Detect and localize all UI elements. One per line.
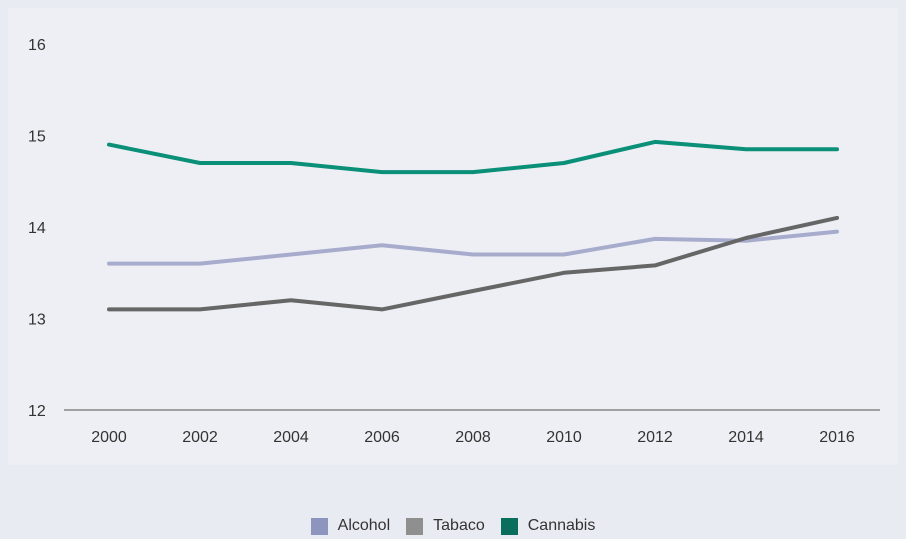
plot-panel: 12 13 14 15 16 2000 2002 2004 2006 2008 2010 2012 20… xyxy=(8,8,898,465)
y-tick-label: 14 xyxy=(28,220,46,237)
legend-item-alcohol: Alcohol xyxy=(310,517,391,535)
legend-swatch-alcohol xyxy=(310,517,328,535)
series-line-cannabis xyxy=(107,139,839,175)
x-tick-label: 2000 xyxy=(91,429,127,446)
x-tick-label: 2014 xyxy=(728,429,764,446)
y-tick-label: 13 xyxy=(28,312,46,329)
legend-item-tabaco: Tabaco xyxy=(406,517,485,535)
series-line-tabaco xyxy=(107,215,839,312)
y-tick-label: 15 xyxy=(28,129,46,146)
x-tick-label: 2010 xyxy=(546,429,582,446)
legend-swatch-cannabis xyxy=(500,517,518,535)
legend-item-cannabis: Cannabis xyxy=(500,517,596,535)
legend-label-alcohol: Alcohol xyxy=(337,517,391,534)
y-tick-label: 12 xyxy=(28,403,46,420)
x-tick-label: 2008 xyxy=(455,429,491,446)
legend-label-cannabis: Cannabis xyxy=(527,517,596,534)
legend-label-tabaco: Tabaco xyxy=(433,517,485,534)
x-tick-label: 2016 xyxy=(819,429,855,446)
legend: Alcohol Tabaco Cannabis xyxy=(0,517,906,535)
legend-swatch-tabaco xyxy=(406,517,424,535)
x-tick-label: 2012 xyxy=(637,429,673,446)
x-tick-label: 2002 xyxy=(182,429,218,446)
line-chart: 12 13 14 15 16 2000 2002 2004 2006 2008 2010 2012 20… xyxy=(28,37,880,446)
y-tick-label: 16 xyxy=(28,37,46,54)
x-tick-label: 2006 xyxy=(364,429,400,446)
x-tick-label: 2004 xyxy=(273,429,309,446)
series-line-alcohol xyxy=(107,229,839,266)
